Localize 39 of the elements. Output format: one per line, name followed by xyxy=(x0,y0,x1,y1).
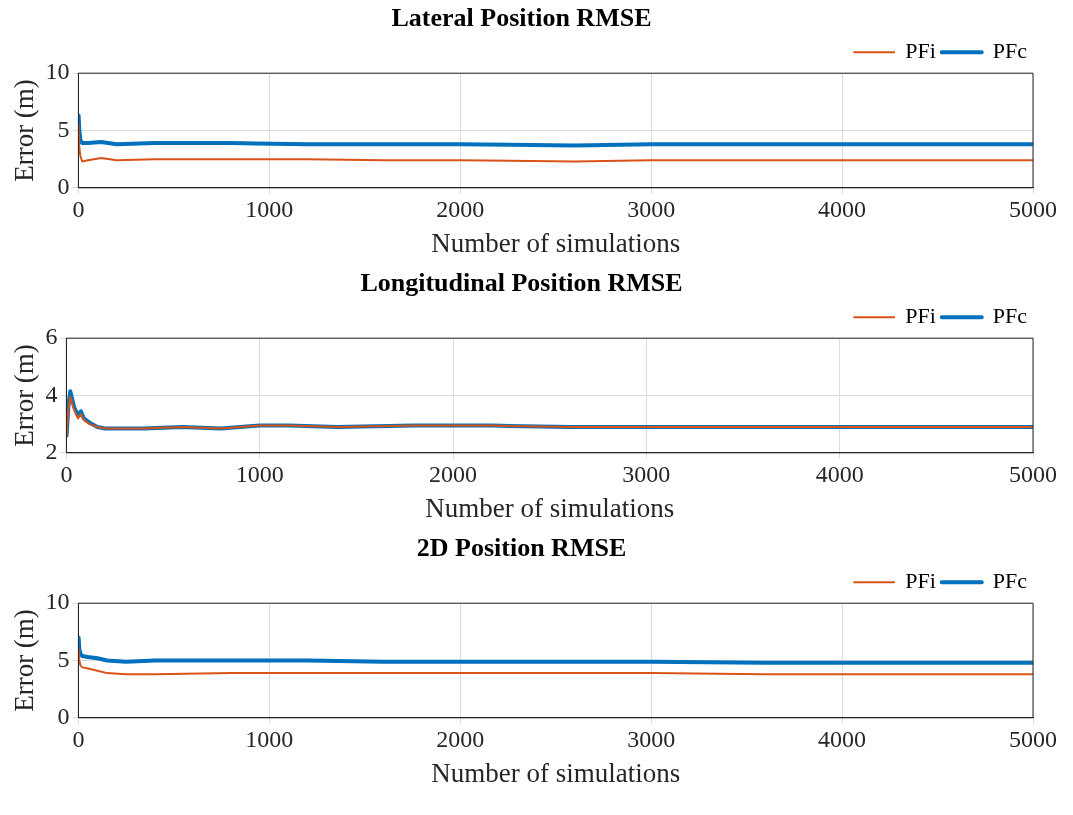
x-tick-label: 3000 xyxy=(627,196,676,223)
x-tick-label: 2000 xyxy=(436,726,485,753)
legend-label: PFc xyxy=(992,567,1028,593)
y-tick-label: 5 xyxy=(57,115,70,142)
x-tick-label: 4000 xyxy=(815,461,864,488)
x-axis-title: Number of simulations xyxy=(431,227,681,258)
x-tick-label: 4000 xyxy=(818,196,867,223)
legend-label: PFi xyxy=(905,37,936,63)
y-tick-label: 0 xyxy=(57,703,70,730)
x-tick-label: 3000 xyxy=(622,461,671,488)
legend-label: PFi xyxy=(905,567,936,593)
legend-label: PFi xyxy=(905,302,936,328)
x-tick-label: 2000 xyxy=(429,461,478,488)
y-tick-label: 4 xyxy=(45,380,58,407)
chart-title: Lateral Position RMSE xyxy=(391,3,652,33)
x-axis-title: Number of simulations xyxy=(431,757,681,788)
chart-title: Longitudinal Position RMSE xyxy=(360,268,683,298)
legend-label: PFc xyxy=(992,37,1028,63)
y-axis-title: Error (m) xyxy=(9,344,40,447)
y-axis-title: Error (m) xyxy=(9,79,40,182)
y-tick-label: 10 xyxy=(45,588,70,615)
y-tick-label: 2 xyxy=(45,438,58,465)
x-tick-label: 3000 xyxy=(627,726,676,753)
x-tick-label: 1000 xyxy=(245,196,294,223)
x-tick-label: 5000 xyxy=(1009,196,1057,223)
x-axis-title: Number of simulations xyxy=(425,492,675,523)
chart-title: 2D Position RMSE xyxy=(416,533,627,563)
x-tick-label: 1000 xyxy=(245,726,294,753)
x-tick-label: 4000 xyxy=(818,726,867,753)
y-tick-label: 10 xyxy=(45,58,70,85)
y-tick-label: 0 xyxy=(57,173,70,200)
x-tick-label: 2000 xyxy=(436,196,485,223)
x-tick-label: 5000 xyxy=(1009,726,1057,753)
y-tick-label: 5 xyxy=(57,645,70,672)
legend-label: PFc xyxy=(992,302,1028,328)
y-tick-label: 6 xyxy=(45,323,58,350)
x-tick-label: 5000 xyxy=(1009,461,1057,488)
x-tick-label: 1000 xyxy=(235,461,284,488)
y-axis-title: Error (m) xyxy=(9,609,40,712)
